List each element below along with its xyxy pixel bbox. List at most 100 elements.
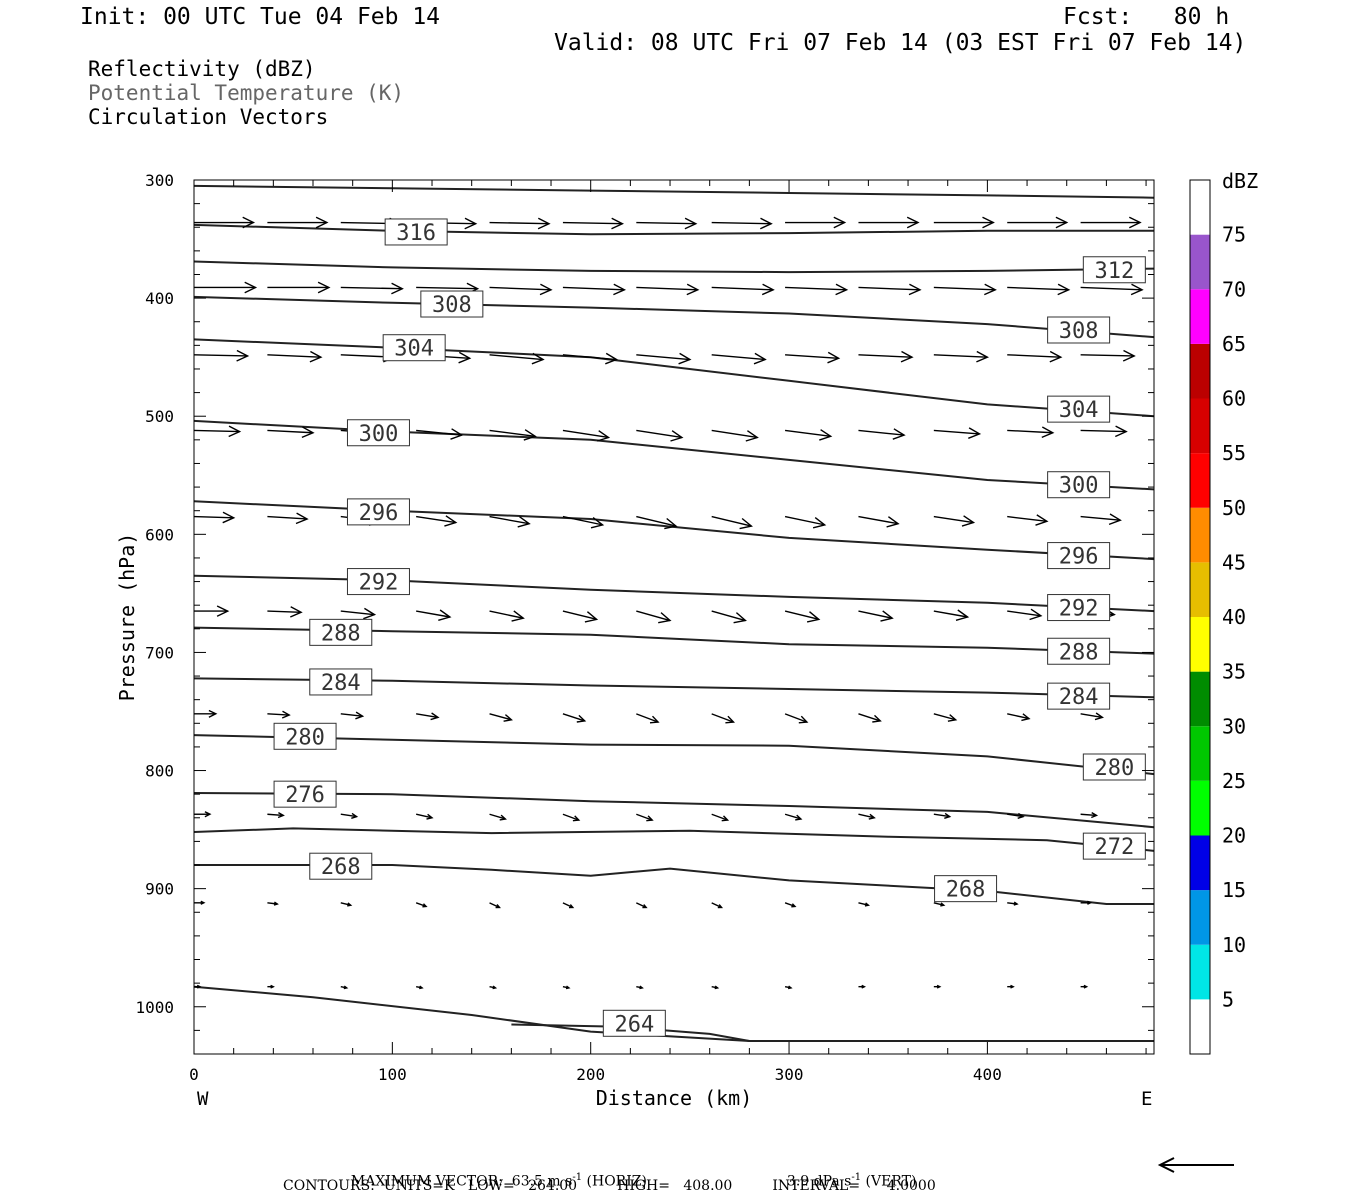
contour-label-276: 276: [273, 780, 337, 808]
vector-shaft: [784, 813, 802, 820]
vector-arrow: [711, 985, 720, 990]
contour-label-box: [273, 780, 337, 808]
vector-head: [343, 985, 349, 990]
vector-head: [204, 811, 212, 818]
y-tick-label: 300: [145, 171, 174, 190]
colorbar-tick-label: 45: [1222, 550, 1246, 574]
vector-arrow: [193, 425, 242, 438]
vector-arrow: [416, 985, 424, 990]
vector-arrow: [1007, 216, 1069, 229]
y-tick-label: 800: [145, 762, 174, 781]
contour-label-text: 308: [432, 293, 472, 318]
vector-shaft: [636, 429, 683, 439]
colorbar-tick-label: 70: [1222, 277, 1246, 301]
vector-arrow: [636, 283, 700, 296]
vector-shaft: [1080, 515, 1121, 521]
contour-label-292: 292: [346, 568, 410, 596]
contour-label-box: [1047, 637, 1111, 665]
vector-head: [649, 715, 660, 724]
vector-arrow: [489, 352, 545, 365]
vector-arrow: [858, 350, 914, 363]
vector-head: [611, 217, 625, 230]
vector-head: [450, 428, 464, 440]
vector-arrow: [267, 512, 309, 525]
x-end-label-east: E: [1141, 1088, 1152, 1110]
vector-head: [444, 515, 458, 527]
vector-arrow: [636, 610, 672, 624]
contour-label-box: [934, 875, 998, 903]
vector-shaft: [636, 515, 677, 527]
vector-head: [590, 517, 605, 529]
vector-arrow: [858, 813, 876, 820]
vector-shaft: [711, 713, 734, 723]
x-tick-label: 200: [576, 1065, 605, 1084]
contour-label-box: [346, 568, 410, 596]
vector-shaft: [636, 354, 690, 361]
vector-shaft: [933, 713, 956, 721]
vector-arrow: [636, 429, 684, 442]
vector-shaft: [416, 515, 456, 524]
vector-shaft: [1080, 354, 1135, 357]
vector-head: [422, 903, 428, 908]
vector-arrow: [933, 609, 970, 621]
vector-head: [900, 350, 914, 363]
vector-head: [363, 607, 377, 620]
vector-head: [642, 904, 648, 909]
vector-head: [940, 902, 946, 907]
vector-head: [419, 985, 424, 990]
vector-shaft: [636, 221, 696, 225]
vector-head: [861, 984, 867, 989]
colorbar-tick-label: 60: [1222, 387, 1246, 411]
vector-head: [664, 517, 678, 530]
vector-head: [678, 352, 692, 365]
contour-label-text: 288: [321, 621, 361, 646]
vector-head: [1035, 514, 1049, 526]
vector-shaft: [711, 429, 758, 439]
vector-head: [236, 349, 250, 362]
colorbar-tick-label: 5: [1222, 987, 1234, 1011]
vector-shaft: [933, 286, 996, 291]
x-axis-label: Distance (km): [596, 1086, 753, 1110]
vector-arrow: [1080, 425, 1128, 438]
vector-head: [222, 511, 236, 524]
vector-head: [872, 714, 882, 723]
theta-contours: [193, 184, 1155, 1042]
vector-head: [539, 283, 553, 296]
contour-label-280: 280: [1082, 753, 1146, 781]
contour-label-272: 272: [1082, 832, 1146, 860]
vector-arrow: [489, 813, 507, 821]
vector-head: [733, 612, 747, 624]
contour-label-box: [382, 334, 446, 362]
vector-arrow: [489, 713, 513, 722]
forecast-hour: Fcst: 80 h: [1063, 4, 1230, 30]
vector-arrow: [489, 902, 501, 909]
vector-arrow: [562, 515, 605, 529]
contour-label-text: 296: [359, 501, 399, 526]
vector-shaft: [636, 286, 698, 291]
vector-arrow: [489, 985, 498, 990]
colorbar-frame: [1189, 179, 1211, 1055]
colorbar-swatch: [1190, 999, 1210, 1054]
vector-shaft: [858, 515, 899, 525]
vector-arrow: [267, 901, 279, 906]
vector-head: [658, 612, 672, 624]
vector-shaft: [193, 429, 240, 433]
vector-head: [908, 283, 922, 296]
vector-arrow: [194, 216, 256, 229]
vector-head: [806, 611, 821, 623]
vector-arrow: [784, 813, 803, 821]
vector-shaft: [933, 610, 968, 618]
y-axis-label: Pressure (hPa): [115, 533, 139, 702]
vector-head: [968, 427, 982, 439]
colorbar-swatch: [1190, 289, 1210, 344]
vector-arrow: [562, 352, 619, 365]
contour-info: CONTOURS: UNITS=K LOW= 264.00 HIGH= 408.…: [283, 1178, 936, 1194]
vector-arrow: [785, 283, 849, 296]
vector-arrow: [194, 984, 202, 989]
colorbar-swatch: [1190, 617, 1210, 672]
contour-label-box: [420, 290, 484, 318]
contour-label-box: [309, 618, 373, 646]
vector-head: [944, 812, 952, 819]
contour-label-300: 300: [346, 419, 410, 447]
vector-shaft: [193, 354, 248, 357]
